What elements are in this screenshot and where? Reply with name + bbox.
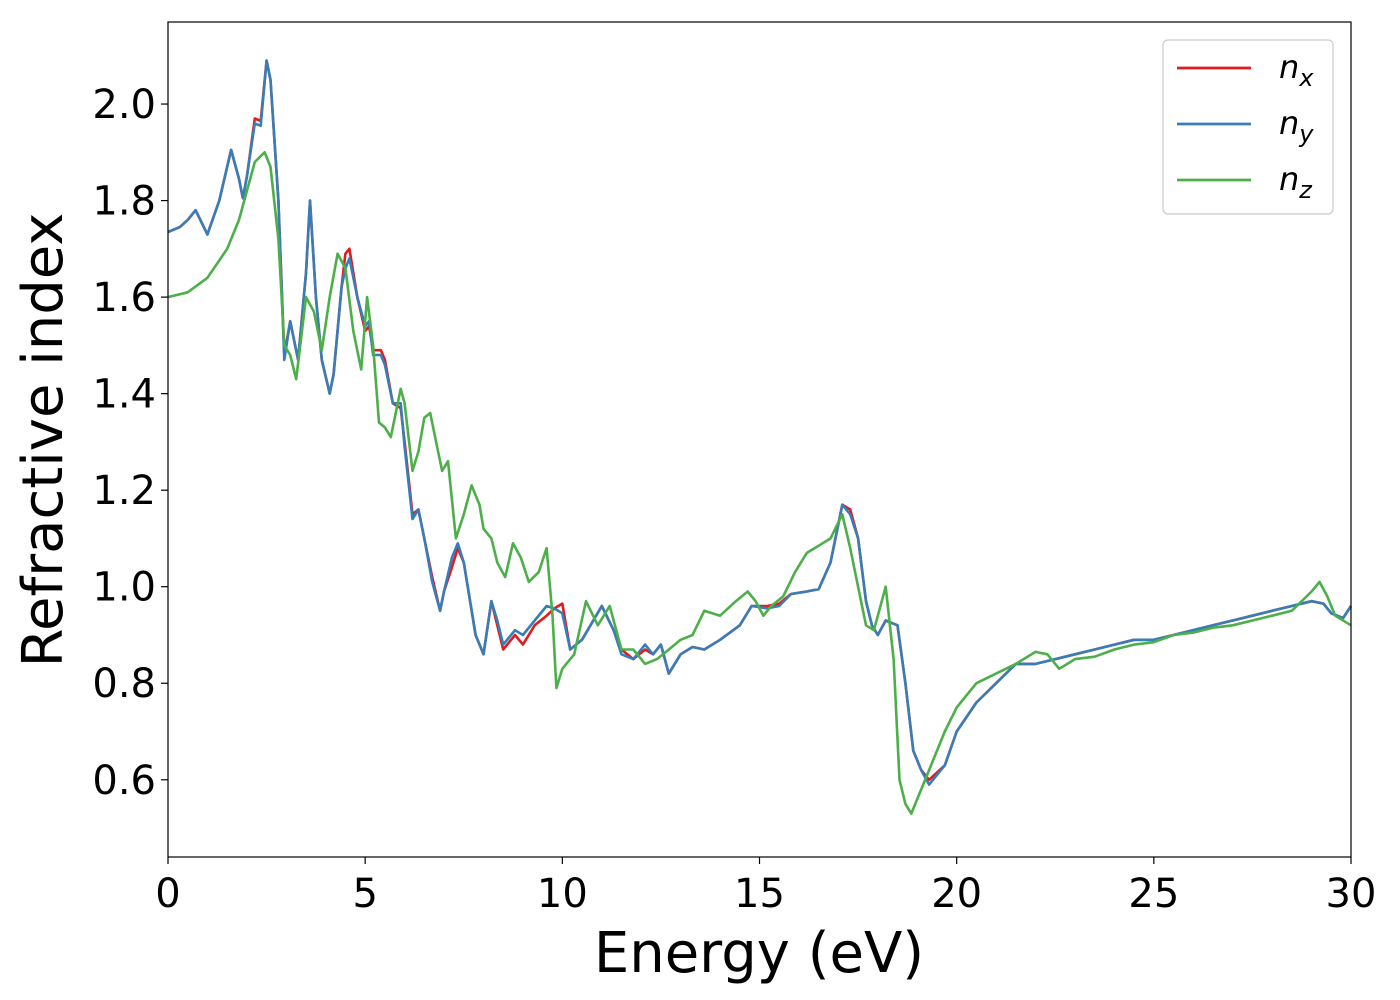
y-tick-label: 1.0 bbox=[92, 565, 156, 611]
x-tick-label: 25 bbox=[1128, 871, 1179, 917]
y-tick-label: 0.8 bbox=[92, 661, 156, 707]
x-tick-label: 10 bbox=[537, 871, 588, 917]
y-tick-label: 0.6 bbox=[92, 758, 156, 804]
legend-label-n_x: nx bbox=[1279, 48, 1314, 92]
legend-label-n_y: ny bbox=[1279, 104, 1314, 148]
x-tick-label: 0 bbox=[155, 871, 180, 917]
y-tick-label: 1.4 bbox=[92, 372, 156, 418]
plot-lines bbox=[167, 59, 1353, 815]
series-line-n_z bbox=[167, 151, 1352, 815]
x-tick-label: 20 bbox=[931, 871, 982, 917]
y-tick-label: 2.0 bbox=[92, 82, 156, 128]
x-tick-label: 15 bbox=[734, 871, 785, 917]
x-axis-label: Energy (eV) bbox=[594, 921, 924, 986]
legend-label-n_z: nz bbox=[1279, 160, 1313, 204]
y-tick-label: 1.8 bbox=[92, 179, 156, 225]
legend-box bbox=[1162, 39, 1334, 215]
y-tick-label: 1.2 bbox=[92, 468, 156, 514]
legend: nx ny nz bbox=[1162, 39, 1334, 215]
x-axis: 0 5 10 15 20 25 30 bbox=[155, 857, 1376, 917]
x-tick-label: 30 bbox=[1326, 871, 1377, 917]
y-axis: 0.6 0.8 1.0 1.2 1.4 1.6 1.8 2.0 bbox=[92, 82, 168, 804]
x-tick-label: 5 bbox=[352, 871, 377, 917]
y-axis-label: Refractive index bbox=[11, 213, 76, 668]
y-tick-label: 1.6 bbox=[92, 275, 156, 321]
